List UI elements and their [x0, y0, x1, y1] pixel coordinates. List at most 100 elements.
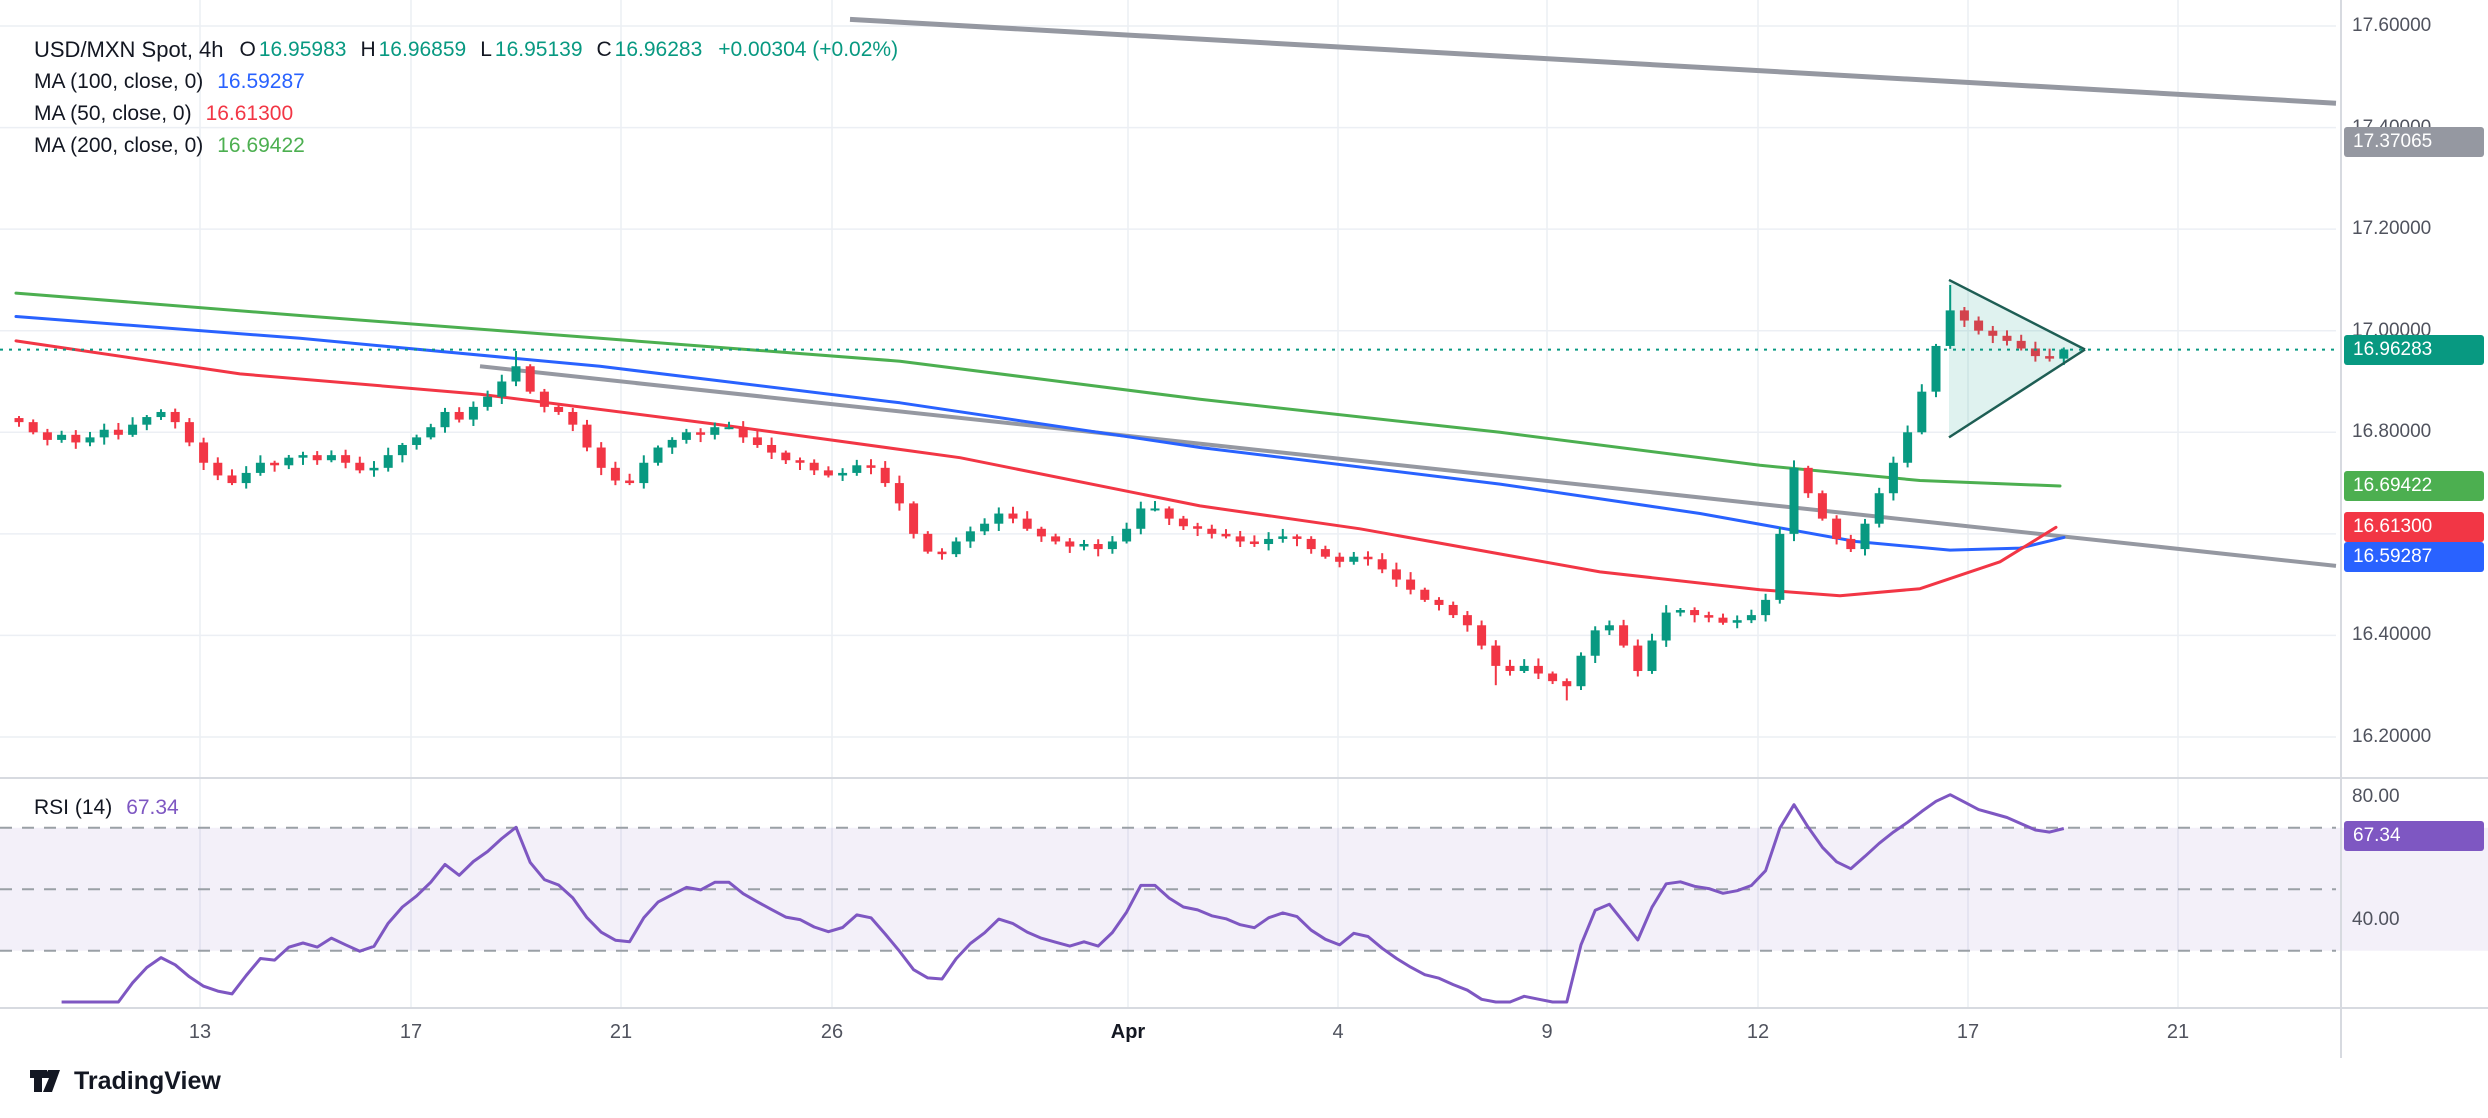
candle-body	[596, 447, 606, 468]
candle-body	[483, 396, 493, 407]
candle-body	[2016, 340, 2026, 349]
pennant-fill[interactable]	[1949, 279, 2085, 438]
candle-body	[2030, 348, 2040, 357]
candle-body	[1434, 599, 1444, 605]
candle-body	[1235, 536, 1245, 542]
candle-body	[1661, 612, 1671, 641]
ma50-label[interactable]: MA (50, close, 0)	[34, 102, 192, 125]
candle-body	[1122, 528, 1132, 542]
candle-body	[965, 531, 975, 542]
candle-body	[1264, 538, 1274, 545]
rsi-line[interactable]	[61, 793, 2065, 1004]
candle-body	[1647, 640, 1657, 671]
ma100-label[interactable]: MA (100, close, 0)	[34, 70, 204, 93]
candle-body	[866, 465, 876, 468]
candle-body	[412, 437, 422, 445]
ma100-line[interactable]	[14, 315, 2066, 552]
time-axis-label: 4	[1332, 1021, 1344, 1043]
candle-body	[738, 427, 748, 438]
candle-body	[696, 432, 706, 435]
candle-body	[1391, 569, 1401, 580]
candle-body	[199, 442, 209, 463]
candle-body	[1789, 467, 1799, 534]
candle-body	[980, 523, 990, 532]
candle-body	[341, 455, 351, 463]
ohlc-high-label: H	[360, 38, 376, 61]
candle-body	[1306, 538, 1316, 550]
trendline-mid[interactable]	[479, 364, 2337, 568]
candle-body	[1846, 538, 1856, 550]
tradingview-logo-icon	[30, 1070, 60, 1092]
rsi-label[interactable]: RSI (14)	[34, 796, 113, 819]
rsi-axis-label: 80.00	[2352, 786, 2400, 807]
ma100-value: 16.59287	[217, 70, 305, 93]
ma50-line[interactable]	[14, 339, 2058, 598]
ohlc-close: C 16.96283	[597, 38, 703, 62]
candle-body	[355, 462, 365, 471]
indicator-row-ma100: MA (100, close, 0) 16.59287	[34, 66, 898, 98]
candle-body	[270, 462, 280, 466]
candle-body	[128, 424, 138, 435]
pennant-upper-line[interactable]	[1948, 278, 2086, 351]
candle-body	[1590, 630, 1600, 656]
time-axis[interactable]: 13 17 21 26 Apr 4 9 12 17 21	[0, 1017, 2340, 1051]
ma200-label[interactable]: MA (200, close, 0)	[34, 134, 204, 157]
ma50-value: 16.61300	[205, 102, 294, 125]
candle-body	[1022, 518, 1032, 529]
price-axis-label: 16.80000	[2352, 421, 2432, 443]
candle-body	[156, 411, 166, 418]
candle-body	[653, 447, 663, 463]
ohlc-open-label: O	[239, 38, 256, 61]
candle-body	[1292, 536, 1302, 539]
candle-body	[71, 434, 81, 443]
price-axis-badge: 17.37065	[2344, 127, 2484, 158]
candle-body	[1718, 617, 1728, 623]
ohlc-low-value: 16.95139	[494, 38, 583, 61]
time-axis-label: 12	[1746, 1021, 1770, 1043]
ohlc-low: L 16.95139	[480, 38, 582, 62]
candle-body	[1320, 549, 1330, 557]
candle-body	[1505, 665, 1515, 671]
candle-body	[752, 437, 762, 445]
price-axis[interactable]: 17.6000017.4000017.2000017.0000016.80000…	[2340, 0, 2488, 1060]
candle-body	[497, 381, 507, 397]
candle-body	[1988, 330, 1998, 336]
candle-body	[909, 503, 919, 534]
ohlc-low-label: L	[480, 38, 492, 61]
ma200-line[interactable]	[14, 291, 2062, 488]
candle-body	[184, 422, 194, 443]
price-axis-badge: 16.61300	[2344, 512, 2484, 543]
symbol-title[interactable]: USD/MXN Spot, 4h	[34, 37, 224, 62]
candle-body	[213, 462, 223, 476]
candle-body	[1363, 556, 1373, 560]
candle-body	[1448, 604, 1458, 616]
candle-body	[42, 432, 52, 440]
tradingview-logo[interactable]: TradingView	[28, 1066, 221, 1096]
candle-body	[1619, 625, 1629, 646]
candle-body	[1931, 345, 1941, 392]
trendline-upper[interactable]	[849, 16, 2337, 106]
price-axis-badge: 16.59287	[2344, 542, 2484, 572]
candle-body	[795, 460, 805, 463]
pennant-lower-line[interactable]	[1948, 348, 2086, 439]
candle-body	[1406, 579, 1416, 590]
candle-body	[1164, 508, 1174, 519]
candle-body	[1690, 610, 1700, 616]
tradingview-logo-text: TradingView	[74, 1066, 221, 1095]
time-axis-label: 21	[609, 1021, 633, 1043]
candle-body	[284, 457, 294, 466]
candle-body	[1874, 493, 1884, 524]
candle-body	[14, 418, 24, 423]
candle-body	[710, 427, 720, 435]
candle-body	[1221, 533, 1231, 537]
candle-body	[57, 434, 67, 440]
candle-body	[852, 465, 862, 473]
candle-body	[1746, 615, 1756, 621]
candle-body	[525, 366, 535, 392]
candle-body	[625, 480, 635, 484]
candle-body	[1150, 508, 1160, 511]
candle-body	[838, 472, 848, 476]
candle-body	[142, 417, 152, 425]
